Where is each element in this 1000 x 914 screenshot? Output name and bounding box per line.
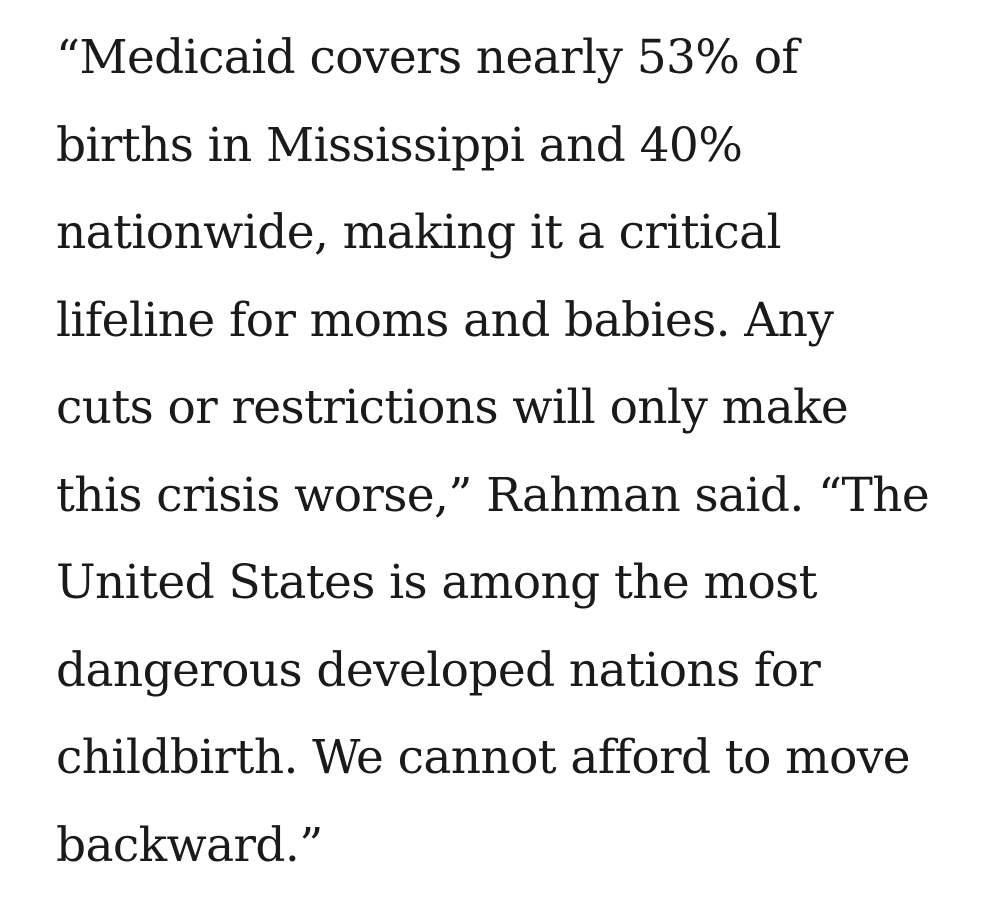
paragraph-line: “Medicaid covers nearly 53% of <box>56 30 799 85</box>
paragraph-line: nationwide, making it a critical <box>56 205 782 260</box>
paragraph-line: United States is among the most <box>56 555 818 610</box>
paragraph-line: dangerous developed nations for <box>56 642 821 698</box>
paragraph-line: childbirth. We cannot afford to move <box>56 730 911 785</box>
paragraph-line: this crisis worse,” Rahman said. “The <box>56 467 930 523</box>
paragraph-line: backward.” <box>56 817 323 873</box>
paragraph-line: cuts or restrictions will only make <box>56 380 849 435</box>
paragraph-line: lifeline for moms and babies. Any <box>56 292 834 348</box>
paragraph-line: births in Mississippi and 40% <box>56 117 743 173</box>
article-paragraph: “Medicaid covers nearly 53% of births in… <box>56 14 976 889</box>
